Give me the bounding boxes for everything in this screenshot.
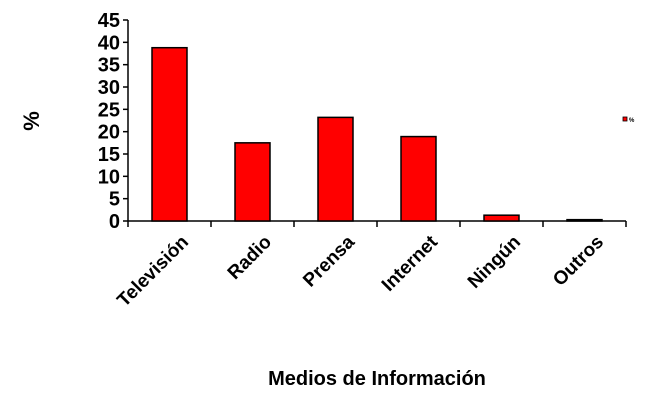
y-tick-label: 10 — [98, 166, 120, 188]
y-tick-label: 30 — [98, 77, 120, 99]
legend-swatch — [622, 116, 628, 122]
y-tick-label: 25 — [98, 99, 120, 121]
y-tick-label: 45 — [98, 10, 120, 32]
bar — [566, 218, 603, 222]
bar — [317, 116, 354, 222]
y-tick-label: 40 — [98, 32, 120, 54]
y-tick-label: 0 — [109, 211, 120, 233]
x-tick-label: Ningún — [464, 232, 525, 293]
bar — [400, 135, 437, 222]
y-tick-label: 15 — [98, 144, 120, 166]
legend-label: % — [629, 118, 635, 124]
bar — [151, 46, 188, 222]
bar — [234, 142, 271, 222]
y-axis-label: % — [19, 111, 44, 131]
bar — [483, 214, 520, 222]
y-tick-label: 20 — [98, 122, 120, 144]
x-tick-label: Internet — [378, 231, 443, 296]
x-tick-label: Outros — [549, 232, 608, 291]
x-tick-label: Prensa — [299, 231, 359, 291]
x-tick-label: Radio — [224, 232, 276, 284]
x-tick-label: Televisión — [113, 232, 193, 312]
y-tick-label: 5 — [109, 189, 120, 211]
x-axis-label: Medios de Información — [268, 368, 486, 390]
y-tick-label: 35 — [98, 55, 120, 77]
